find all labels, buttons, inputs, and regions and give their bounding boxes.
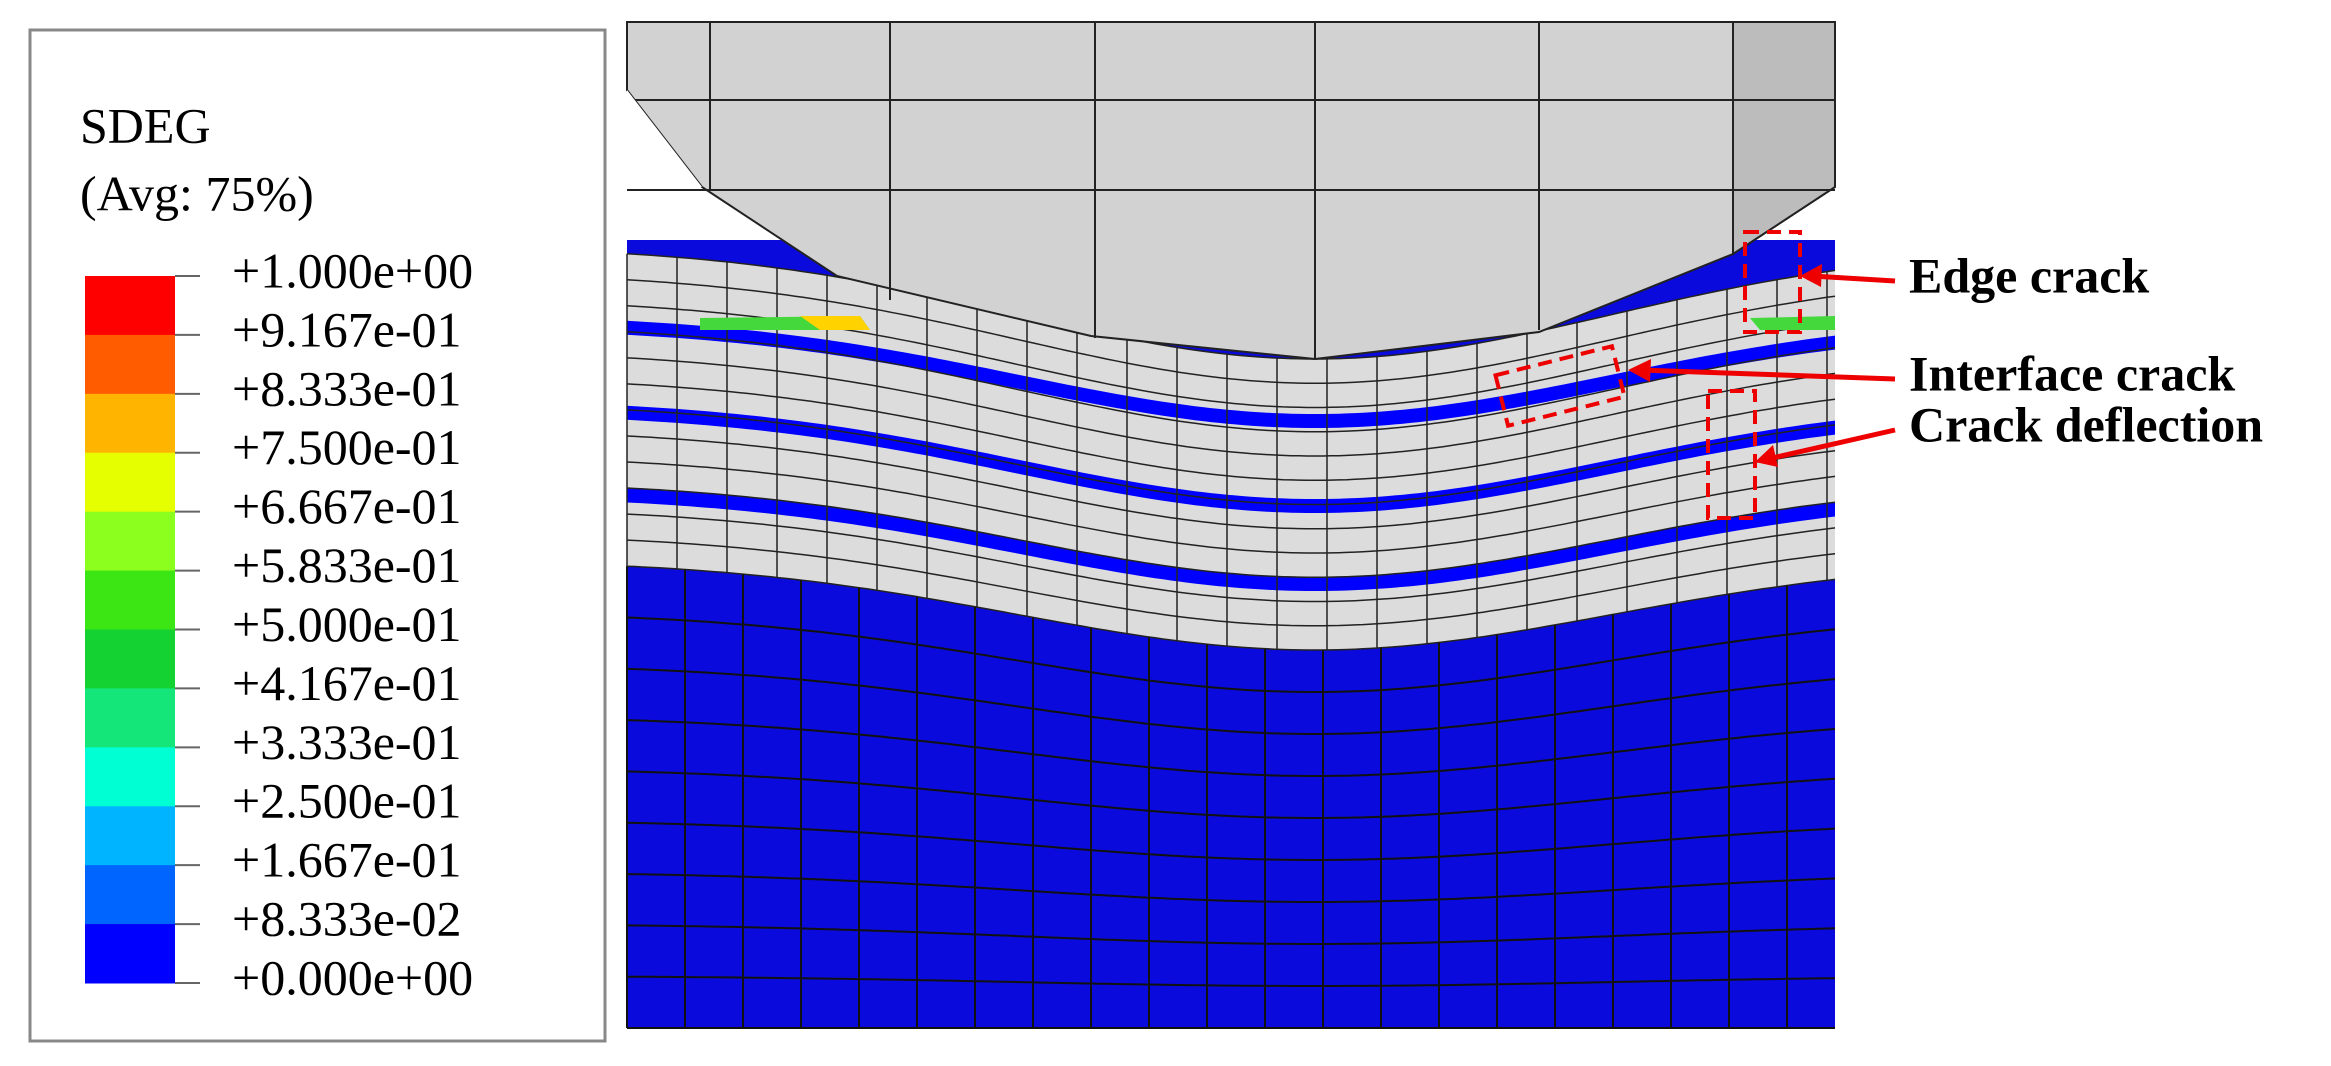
legend-label: +3.333e-01: [232, 714, 462, 770]
indenter-side: [1732, 21, 1836, 256]
colorbar: +1.000e+00+9.167e-01+8.333e-01+7.500e-01…: [85, 242, 473, 1005]
interface-crack-box: [1493, 343, 1627, 429]
arrowheads: [1628, 264, 1822, 467]
legend-label: +6.667e-01: [232, 478, 462, 534]
color-band: [85, 688, 175, 748]
legend-subtitle: (Avg: 75%): [80, 165, 314, 221]
legend-label: +8.333e-02: [232, 891, 462, 947]
mesh-line: [626, 513, 1836, 603]
color-band: [85, 511, 175, 572]
mesh-line: [626, 719, 1836, 777]
color-band: [85, 629, 175, 689]
annotation: Edge crack: [1909, 247, 2149, 303]
mesh-line: [626, 357, 1836, 457]
interlayer: [627, 488, 1835, 591]
damage-zone: [1750, 316, 1835, 330]
legend-label: +5.833e-01: [232, 537, 462, 593]
mesh-line: [626, 565, 1836, 651]
color-band: [85, 924, 175, 984]
legend-label: +8.333e-01: [232, 360, 462, 416]
legend-label: +4.167e-01: [232, 655, 462, 711]
mesh-line: [626, 409, 1836, 506]
legend-label: +7.500e-01: [232, 419, 462, 475]
arrow: [1639, 367, 1896, 382]
annotation: Interface crack: [1909, 345, 2235, 401]
arrowhead: [1628, 359, 1651, 382]
color-band: [85, 570, 175, 630]
indenter-fill: [627, 90, 702, 187]
legend-label: +5.000e-01: [232, 596, 462, 652]
color-band: [85, 393, 175, 454]
color-band: [85, 452, 175, 513]
mesh-line: [626, 539, 1836, 627]
arrowhead: [1755, 445, 1778, 467]
color-band: [85, 865, 175, 925]
mesh-line: [626, 873, 1836, 903]
arrow: [1767, 427, 1896, 462]
edge-crack-box: [1743, 230, 1802, 334]
legend-label: +2.500e-01: [232, 773, 462, 829]
mesh-line: [626, 487, 1836, 579]
legend-label: +1.667e-01: [232, 832, 462, 888]
damage-zone: [800, 316, 870, 330]
fem-model: [626, 21, 1836, 1029]
mesh-line: [627, 975, 1836, 987]
mesh-line: [626, 821, 1836, 861]
crack-annotations: Edge crack Interface crack Crack deflect…: [1493, 230, 2263, 520]
mesh-line: [626, 616, 1836, 693]
crack-deflection-box: [1706, 389, 1757, 520]
mesh-line: [626, 279, 1836, 385]
annotation: Crack deflection: [1909, 396, 2263, 452]
arrows: [1639, 273, 1896, 462]
mesh-line: [626, 383, 1836, 482]
arrow: [1811, 273, 1896, 284]
mesh-line: [626, 331, 1836, 433]
interlayer: [627, 320, 1835, 428]
legend-label: +9.167e-01: [232, 301, 462, 357]
mesh-line: [626, 667, 1836, 735]
mesh-line: [626, 252, 1836, 360]
mesh-line: [626, 435, 1836, 530]
color-band: [85, 276, 175, 336]
mesh-line: [626, 924, 1836, 945]
color-band: [85, 747, 175, 807]
mesh-line: [626, 770, 1836, 819]
color-band: [85, 334, 175, 395]
legend-title: SDEG: [80, 97, 211, 153]
mesh-line: [626, 461, 1836, 554]
arrowhead: [1800, 264, 1822, 287]
legend-label: +1.000e+00: [232, 242, 473, 298]
interlayer: [627, 405, 1835, 513]
color-band: [85, 806, 175, 866]
legend-label: +0.000e+00: [232, 949, 473, 1005]
